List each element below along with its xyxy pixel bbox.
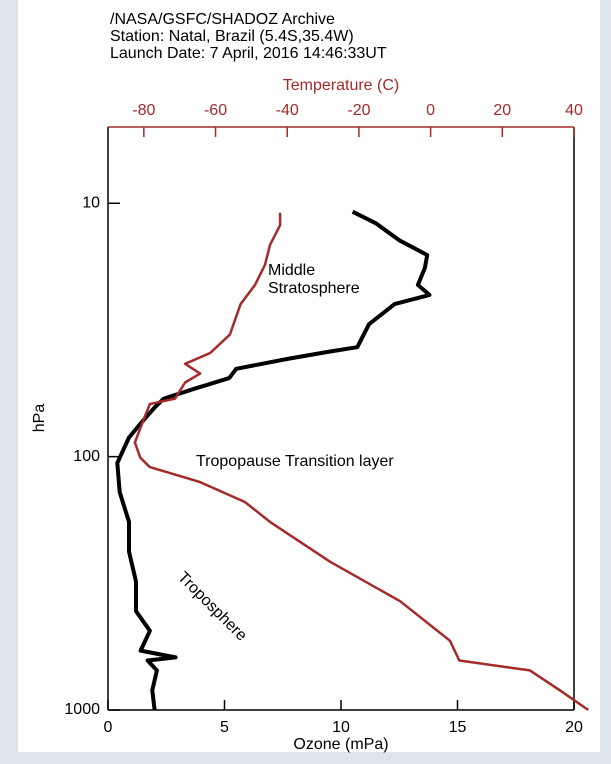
chart-title: Launch Date: 7 April, 2016 14:46:33UT [110, 45, 387, 62]
x2-tick-label: 20 [493, 102, 511, 119]
x-tick-label: 5 [220, 719, 229, 736]
x2-tick-label: 0 [426, 102, 435, 119]
x2-tick-label: -20 [347, 102, 370, 119]
annotation: Stratosphere [268, 280, 360, 297]
x-axis-label: Ozone (mPa) [293, 736, 388, 753]
x2-tick-label: -80 [132, 102, 155, 119]
x2-axis-label: Temperature (C) [283, 77, 399, 94]
y-tick-label: 1000 [64, 701, 100, 718]
chart-title: Station: Natal, Brazil (5.4S,35.4W) [110, 28, 354, 45]
x2-tick-label: -60 [204, 102, 227, 119]
x-tick-label: 20 [565, 719, 583, 736]
x-tick-label: 10 [332, 719, 350, 736]
y-axis-label: hPa [31, 404, 48, 433]
annotation: Tropopause Transition layer [196, 453, 394, 470]
x-tick-label: 15 [449, 719, 467, 736]
profile-line [133, 212, 590, 712]
y-tick-label: 100 [73, 448, 100, 465]
x-tick-label: 0 [104, 719, 113, 736]
x2-tick-label: 40 [565, 102, 583, 119]
chart-title: /NASA/GSFC/SHADOZ Archive [110, 11, 335, 28]
y-tick-label: 10 [82, 194, 100, 211]
annotation: Middle [268, 262, 315, 279]
panel [18, 0, 600, 752]
x2-tick-label: -40 [276, 102, 299, 119]
